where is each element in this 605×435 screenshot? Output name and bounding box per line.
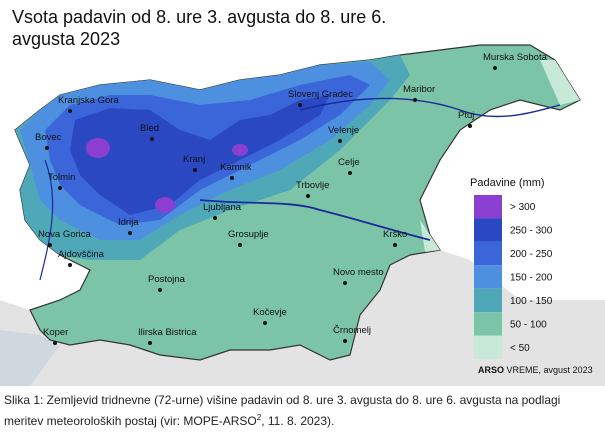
city-label: Krško	[383, 229, 407, 240]
credit-text: VREME, avgust 2023	[507, 365, 593, 375]
credit-brand: ARSO	[478, 365, 504, 375]
sea	[0, 330, 60, 386]
city-dot	[213, 216, 217, 220]
city-label: Koper	[43, 327, 68, 338]
city-dot	[343, 281, 347, 285]
river	[199, 199, 431, 241]
city-dot	[45, 146, 49, 150]
legend-swatch	[474, 195, 502, 219]
city-dot	[413, 98, 417, 102]
city-dot	[58, 186, 62, 190]
city-dot	[128, 231, 132, 235]
zone-300	[155, 197, 175, 213]
city-dot	[230, 176, 234, 180]
city-dot	[193, 168, 197, 172]
city-dot	[298, 103, 302, 107]
city-dot	[158, 288, 162, 292]
city-dot	[348, 171, 352, 175]
city-label: Črnomelj	[333, 325, 371, 336]
city-label: Ptuj	[458, 110, 474, 121]
city-label: Celje	[338, 157, 360, 168]
legend-label: > 300	[510, 202, 536, 213]
legend-swatch	[474, 288, 502, 313]
city-dot	[306, 194, 310, 198]
neighbour-land	[0, 250, 605, 386]
caption: Slika 1: Zemljevid tridnevne (72-urne) v…	[4, 392, 600, 430]
city-label: Idrija	[118, 217, 139, 228]
zone-below-50	[420, 220, 440, 252]
legend-title: Padavine (mm)	[470, 177, 545, 189]
legend-label: 100 - 150	[510, 296, 553, 307]
city-dot	[393, 243, 397, 247]
legend-swatch	[474, 312, 502, 336]
river	[299, 97, 561, 118]
city-dot	[68, 109, 72, 113]
city-dot	[263, 321, 267, 325]
city-label: Ajdovščina	[58, 249, 105, 260]
legend-swatch	[474, 241, 502, 266]
legend-label: < 50	[510, 343, 530, 354]
city-dot	[68, 263, 72, 267]
city-label: Bovec	[35, 132, 62, 143]
legend-label: 150 - 200	[510, 273, 553, 284]
zone-300	[232, 144, 248, 156]
map-title: Vsota padavin od 8. ure 3. avgusta do 8.…	[12, 7, 387, 49]
city-label: Kranjska Gora	[58, 95, 119, 106]
river	[39, 159, 54, 281]
city-label: Maribor	[403, 84, 435, 95]
city-label: Postojna	[148, 274, 186, 285]
legend-swatch	[474, 218, 502, 242]
caption-text: Slika 1: Zemljevid tridnevne (72-urne) v…	[4, 393, 561, 428]
city-label: Trbovlje	[296, 180, 329, 191]
city-dot	[148, 341, 152, 345]
city-dot	[493, 66, 497, 70]
city-dot	[468, 124, 472, 128]
city-label: Kamnik	[220, 162, 252, 173]
city-label: Ilirska Bistrica	[138, 327, 197, 338]
city-dot	[53, 341, 57, 345]
city-label: Tolmin	[48, 172, 75, 183]
city-label: Kranj	[183, 154, 205, 165]
city-dot	[343, 339, 347, 343]
legend-swatch	[474, 265, 502, 289]
caption-text: , 11. 8. 2023).	[261, 414, 335, 428]
map: Padavine (mm) ARSO VREME, avgust 2023 Kr…	[0, 44, 605, 386]
legend-label: 200 - 250	[510, 249, 553, 260]
city-dot	[338, 139, 342, 143]
zone-below-50	[540, 60, 580, 105]
city-label: Bled	[140, 123, 159, 134]
city-dot	[238, 243, 242, 247]
city-label: Novo mesto	[333, 267, 384, 278]
legend-swatch	[474, 335, 502, 359]
credit: ARSO VREME, avgust 2023	[478, 365, 593, 375]
city-label: Ljubljana	[203, 202, 242, 213]
city-label: Slovenj Gradec	[288, 89, 353, 100]
caption-sup: 2	[256, 413, 262, 422]
city-label: Murska Sobota	[483, 52, 548, 63]
city-label: Kočevje	[253, 307, 287, 318]
city-label: Velenje	[328, 125, 359, 136]
city-label: Grosuplje	[228, 229, 269, 240]
zone-300	[86, 138, 110, 158]
legend-label: 50 - 100	[510, 319, 547, 330]
city-label: Nova Gorica	[38, 229, 92, 240]
legend-label: 250 - 300	[510, 226, 553, 237]
city-dot	[150, 137, 154, 141]
city-dot	[48, 243, 52, 247]
zone-250	[70, 95, 330, 215]
